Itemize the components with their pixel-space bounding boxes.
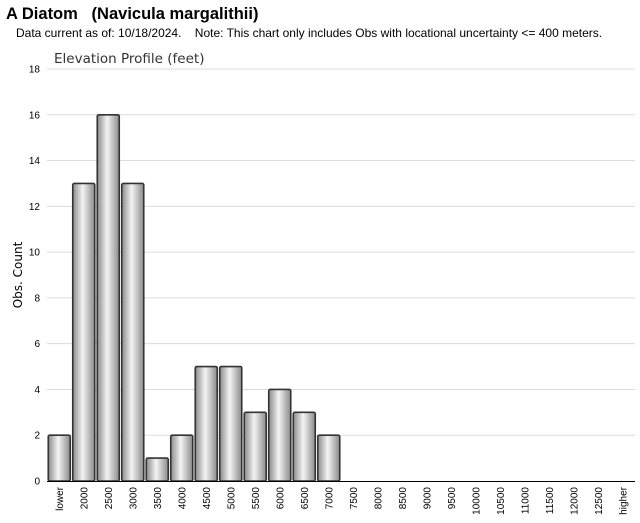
x-tick-label: 11000	[520, 487, 531, 515]
bar	[293, 412, 315, 481]
x-tick-label: 8000	[373, 487, 384, 510]
x-tick-label: 12000	[569, 487, 580, 515]
x-tick-label: 8500	[398, 487, 409, 510]
bar	[73, 183, 95, 481]
y-tick-label: 0	[34, 477, 40, 488]
y-tick-label: 2	[34, 431, 40, 442]
bar	[97, 115, 119, 481]
x-tick-label: 3500	[153, 487, 164, 510]
y-tick-label: 6	[34, 339, 40, 350]
x-tick-label: 12500	[594, 487, 605, 515]
y-tick-label: 12	[29, 202, 41, 213]
x-tick-label: 10000	[471, 487, 482, 515]
bar	[171, 435, 193, 481]
y-tick-label: 10	[29, 248, 41, 259]
x-tick-label: 4500	[202, 487, 213, 510]
bar	[318, 435, 340, 481]
y-tick-label: 8	[34, 293, 40, 304]
x-tick-labels: lower 2000 2500 3000 3500 4000 4500 5000 5500 600…	[55, 486, 630, 514]
y-tick-label: 4	[34, 385, 40, 396]
bar	[146, 458, 168, 481]
x-tick-label: 11500	[545, 487, 556, 515]
x-tick-label: 5500	[251, 487, 262, 510]
x-tick-label: 10500	[496, 487, 507, 515]
y-tick-label: 14	[29, 156, 41, 167]
x-tick-label: 7500	[349, 487, 360, 510]
bar	[220, 367, 242, 481]
y-tick-label: 18	[29, 65, 41, 76]
chart-title: Elevation Profile (feet)	[54, 51, 204, 67]
bar	[244, 412, 266, 481]
x-tick-label: lower	[55, 486, 66, 511]
bar	[195, 367, 217, 481]
y-tick-labels: 0 2 4 6 8 10 12 14 16 18	[29, 65, 41, 488]
elevation-chart: Elevation Profile (feet) Obs. Count 0 2 4 6…	[0, 0, 640, 523]
x-tick-label: 6000	[275, 487, 286, 510]
x-tick-label: 3000	[128, 487, 139, 510]
x-tick-label: higher	[618, 486, 629, 514]
x-tick-label: 2000	[79, 487, 90, 510]
y-axis-label: Obs. Count	[11, 241, 25, 308]
x-tick-label: 2500	[104, 487, 115, 510]
x-tick-label: 7000	[324, 487, 335, 510]
x-tick-label: 9500	[447, 487, 458, 510]
x-tick-label: 5000	[226, 487, 237, 510]
x-tick-label: 6500	[300, 487, 311, 510]
bar	[269, 389, 291, 481]
x-tick-label: 9000	[422, 487, 433, 510]
bar	[122, 183, 144, 481]
y-tick-label: 16	[29, 110, 41, 121]
x-tick-label: 4000	[177, 487, 188, 510]
bar	[48, 435, 70, 481]
